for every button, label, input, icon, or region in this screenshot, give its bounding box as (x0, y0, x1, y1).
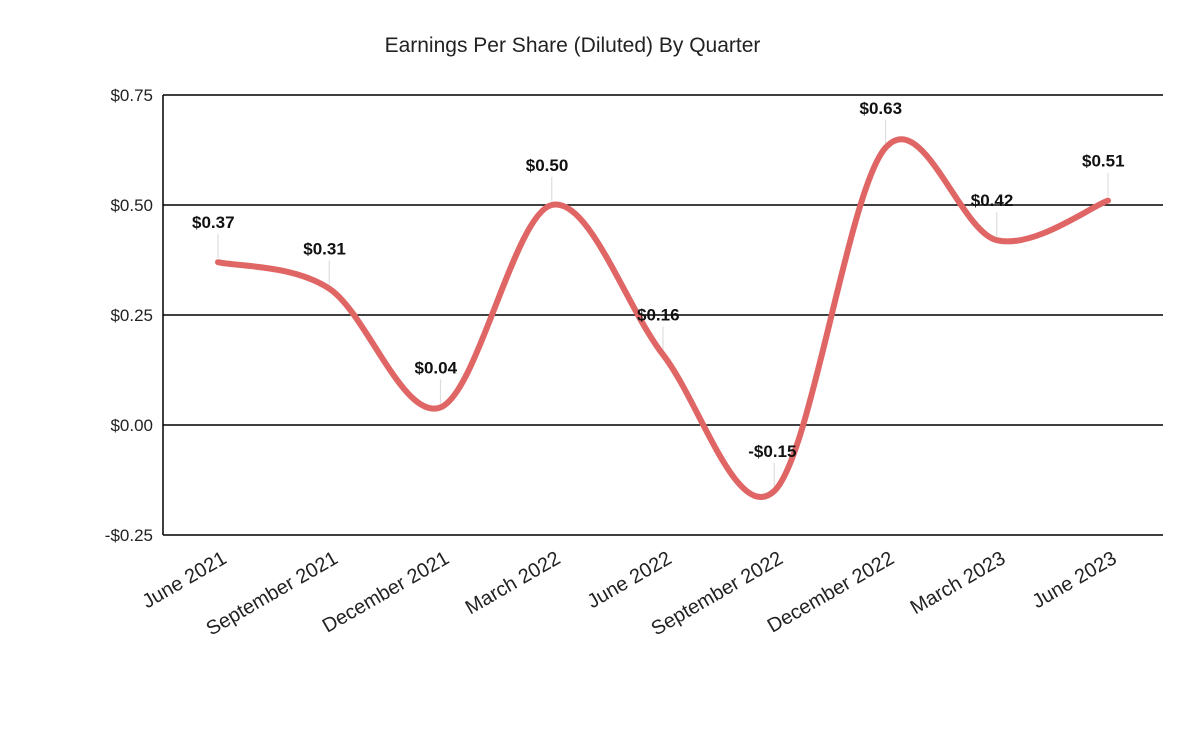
x-tick-label: June 2022 (584, 547, 676, 613)
data-point (327, 286, 332, 291)
data-label: $0.63 (860, 99, 903, 118)
data-point (661, 352, 665, 357)
data-label: $0.16 (637, 306, 680, 325)
data-label: -$0.15 (748, 442, 796, 461)
x-tick-label: June 2023 (1029, 547, 1121, 613)
data-label: $0.04 (415, 358, 458, 377)
series (215, 136, 1111, 500)
eps-series-line (215, 136, 1111, 500)
data-label: $0.37 (192, 213, 235, 232)
y-tick-label: $0.00 (110, 416, 153, 435)
data-point (549, 203, 554, 207)
label-leaders (217, 119, 1109, 487)
x-tick-label: March 2023 (907, 547, 1009, 619)
data-point (438, 405, 443, 410)
y-tick-label: $0.50 (110, 196, 153, 215)
y-axis-ticks: $0.75 $0.50 $0.25 $0.00 -$0.25 (105, 86, 153, 545)
data-point (994, 238, 999, 243)
x-tick-label: March 2022 (462, 547, 564, 619)
chart-title: Earnings Per Share (Diluted) By Quarter (384, 34, 761, 57)
data-label: $0.50 (526, 156, 569, 175)
data-label: $0.51 (1082, 152, 1125, 171)
data-point (216, 260, 220, 265)
data-point (772, 489, 777, 493)
y-tick-label: $0.75 (110, 86, 153, 105)
y-tick-label: -$0.25 (105, 526, 153, 545)
gridlines (162, 94, 1163, 536)
data-label: $0.31 (303, 240, 346, 259)
data-label: $0.42 (971, 191, 1014, 210)
x-tick-label: June 2021 (139, 547, 231, 613)
data-point (883, 145, 888, 150)
data-labels: $0.37 $0.31 $0.04 $0.50 $0.16 -$0.15 $0.63 $0.4… (192, 99, 1125, 461)
x-tick-label: December 2022 (764, 547, 898, 637)
x-tick-label: December 2021 (319, 547, 453, 637)
y-tick-label: $0.25 (110, 306, 153, 325)
data-point (1106, 198, 1110, 203)
